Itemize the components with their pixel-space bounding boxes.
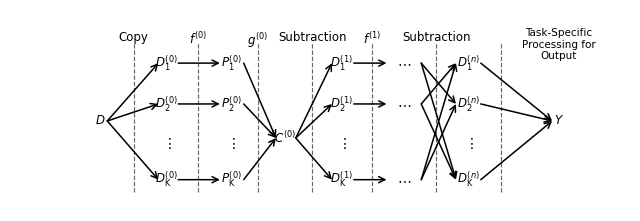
Text: $D_{\mathrm{K}}^{(n)}$: $D_{\mathrm{K}}^{(n)}$: [457, 170, 480, 189]
Text: $D_{\mathrm{K}}^{(0)}$: $D_{\mathrm{K}}^{(0)}$: [156, 170, 178, 189]
Text: $f^{(0)}$: $f^{(0)}$: [189, 31, 207, 47]
Text: $D_2^{(0)}$: $D_2^{(0)}$: [156, 94, 178, 114]
Text: Subtraction: Subtraction: [402, 31, 470, 44]
Text: $\vdots$: $\vdots$: [337, 136, 347, 151]
Text: $\cdots$: $\cdots$: [397, 56, 411, 70]
Text: $D$: $D$: [95, 114, 105, 128]
Text: Task-Specific
Processing for
Output: Task-Specific Processing for Output: [522, 28, 595, 61]
Text: $D_1^{(1)}$: $D_1^{(1)}$: [330, 53, 353, 73]
Text: $P_{\mathrm{K}}^{(0)}$: $P_{\mathrm{K}}^{(0)}$: [221, 170, 242, 189]
Text: $D_1^{(n)}$: $D_1^{(n)}$: [457, 53, 480, 73]
Text: $f^{(1)}$: $f^{(1)}$: [363, 31, 381, 47]
Text: $g^{(0)}$: $g^{(0)}$: [247, 31, 268, 50]
Text: $\cdots$: $\cdots$: [397, 173, 411, 187]
Text: $D_2^{(1)}$: $D_2^{(1)}$: [330, 94, 353, 114]
Text: Subtraction: Subtraction: [278, 31, 346, 44]
Text: $\vdots$: $\vdots$: [162, 136, 172, 151]
Text: $D_2^{(n)}$: $D_2^{(n)}$: [457, 94, 480, 114]
Text: $D_1^{(0)}$: $D_1^{(0)}$: [156, 53, 178, 73]
Text: $\vdots$: $\vdots$: [227, 136, 236, 151]
Text: $\vdots$: $\vdots$: [463, 136, 473, 151]
Text: $C^{(0)}$: $C^{(0)}$: [274, 130, 296, 146]
Text: Copy: Copy: [118, 31, 148, 44]
Text: $P_1^{(0)}$: $P_1^{(0)}$: [221, 53, 242, 73]
Text: $D_{\mathrm{K}}^{(1)}$: $D_{\mathrm{K}}^{(1)}$: [330, 170, 353, 189]
Text: $Y$: $Y$: [554, 114, 564, 128]
Text: $P_2^{(0)}$: $P_2^{(0)}$: [221, 94, 242, 114]
Text: $\cdots$: $\cdots$: [397, 97, 411, 111]
